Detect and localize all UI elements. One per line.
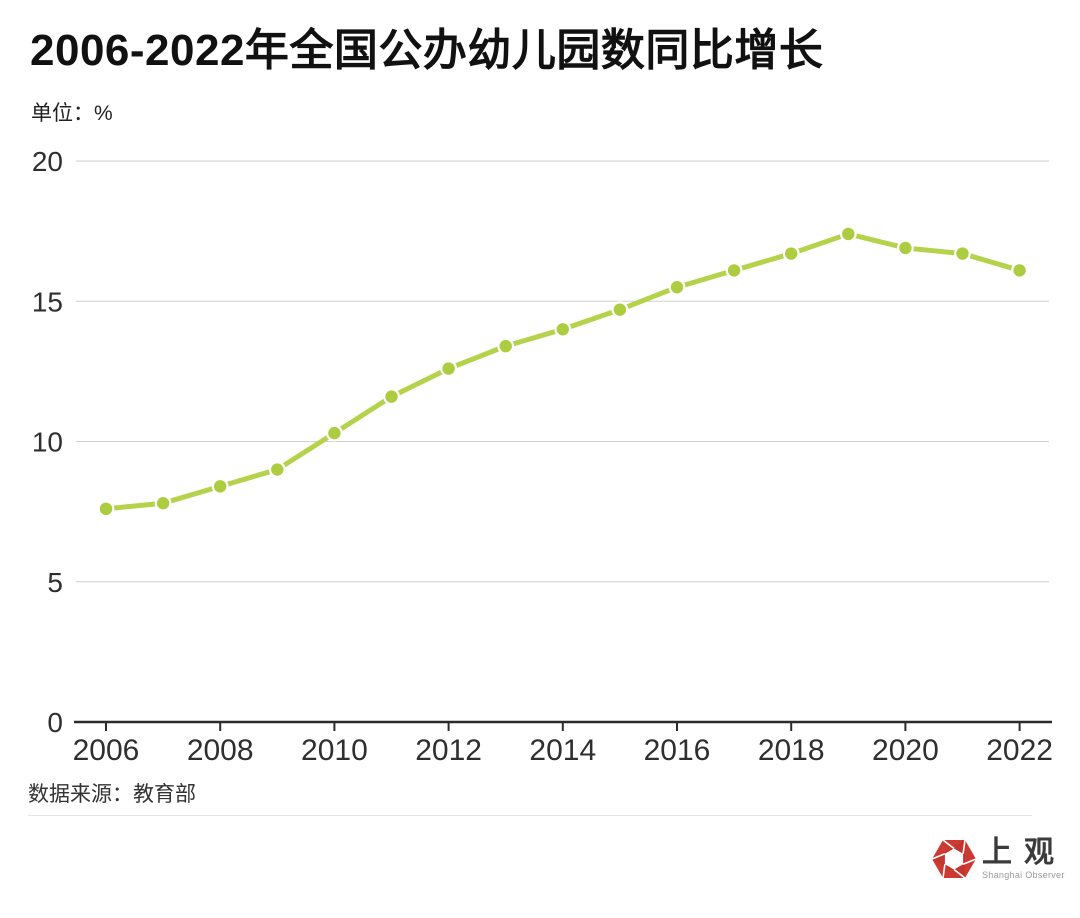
data-point	[782, 245, 800, 262]
logo-name: 上观	[982, 835, 1066, 870]
series-line	[105, 231, 1021, 512]
logo-subtitle: Shanghai Observer	[982, 870, 1065, 880]
data-point	[211, 477, 229, 495]
data-point	[97, 500, 115, 518]
data-point	[154, 494, 172, 512]
y-tick-label: 10	[32, 427, 63, 458]
x-tick-label: 2018	[758, 734, 825, 767]
y-tick-label: 0	[47, 707, 63, 738]
y-tick-label: 15	[32, 286, 63, 317]
footer-divider	[28, 815, 1032, 816]
data-point	[897, 239, 914, 257]
x-tick-label: 2020	[872, 734, 939, 767]
data-point	[326, 424, 343, 442]
hexagon-center	[944, 848, 964, 870]
y-tick-label: 5	[47, 567, 63, 598]
unit-label: 单位：%	[31, 102, 113, 125]
logo-hexagon-icon	[931, 839, 977, 879]
x-tick-label: 2010	[301, 734, 368, 767]
x-tick-label: 2014	[529, 734, 596, 767]
x-tick-label: 2006	[73, 734, 140, 767]
data-point	[668, 278, 686, 296]
data-point	[839, 225, 857, 243]
hexagon-facet-lines	[931, 839, 977, 879]
chart-title: 2006-2022年全国公办幼儿园数同比增长	[30, 26, 824, 75]
x-tick-label: 2008	[187, 734, 254, 767]
x-tick-label: 2012	[415, 734, 482, 767]
y-tick-label: 20	[32, 146, 63, 177]
data-point	[954, 245, 971, 262]
data-point	[611, 301, 629, 319]
data-point	[1011, 261, 1028, 279]
data-point	[383, 388, 400, 406]
data-point	[554, 320, 572, 338]
x-tick-label: 2016	[644, 734, 711, 767]
data-point	[268, 461, 286, 478]
data-point	[497, 337, 515, 355]
data-point	[725, 261, 743, 279]
logo-text: 上观 Shanghai Observer	[982, 837, 1065, 881]
x-tick-label: 2022	[986, 734, 1053, 767]
data-point	[440, 360, 458, 377]
shanghai-observer-logo: 上观 Shanghai Observer	[930, 832, 1065, 886]
source-label: 数据来源：教育部	[28, 783, 196, 806]
